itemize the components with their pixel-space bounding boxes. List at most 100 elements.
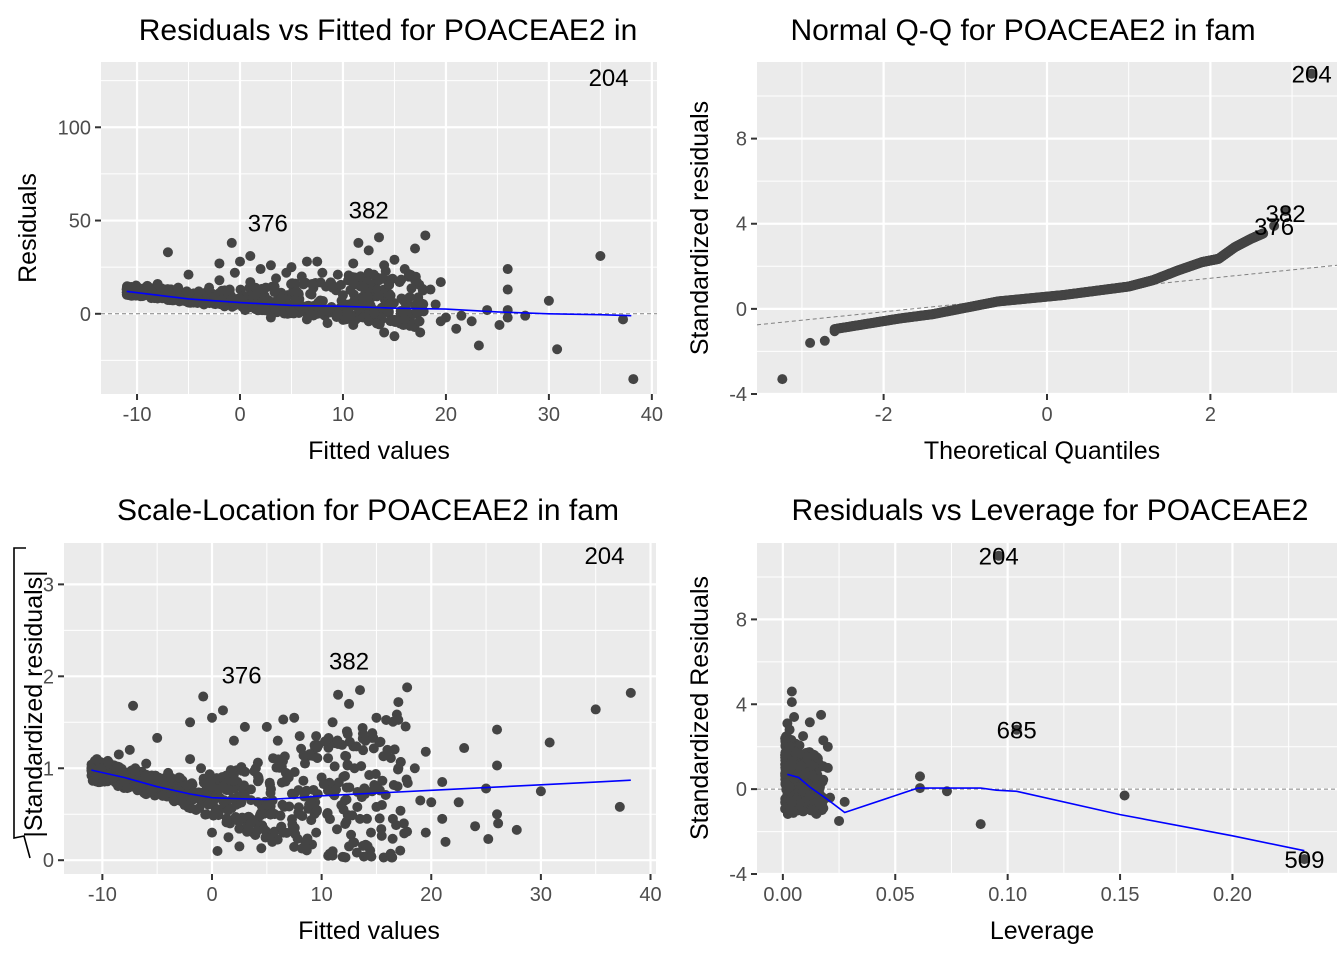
data-point [409, 763, 420, 774]
data-point [289, 841, 300, 852]
data-point [366, 851, 377, 862]
data-point [296, 271, 307, 282]
data-point [338, 771, 349, 782]
data-point [287, 821, 298, 832]
x-tick-label: 30 [530, 884, 552, 906]
data-point [415, 327, 426, 338]
plot-title: Residuals vs Leverage for POACEAE2 [792, 494, 1309, 527]
data-point [287, 278, 298, 289]
data-point [271, 273, 282, 284]
data-point [352, 786, 363, 797]
data-point [229, 267, 240, 278]
data-point [430, 299, 441, 310]
data-point [404, 292, 415, 303]
point-label: 685 [997, 718, 1037, 745]
data-point [144, 774, 155, 785]
data-point [391, 316, 402, 327]
x-tick-label: 0.05 [876, 884, 915, 906]
data-point [389, 744, 400, 755]
data-point [135, 781, 146, 792]
point-label: 509 [1284, 847, 1324, 874]
smooth-line [126, 290, 632, 317]
x-axis-title: Theoretical Quantiles [924, 437, 1160, 465]
x-tick-label: 20 [420, 884, 442, 906]
plot-area [64, 543, 656, 874]
data-point [804, 717, 815, 728]
data-point [146, 786, 157, 797]
data-point [795, 760, 806, 771]
data-point [1299, 854, 1310, 865]
data-point [786, 697, 797, 708]
data-point [385, 753, 396, 764]
data-point [86, 763, 97, 774]
data-point [265, 260, 276, 271]
smooth-line [91, 769, 631, 801]
data-point [376, 800, 387, 811]
data-point [112, 761, 123, 772]
data-point [228, 735, 239, 746]
data-point [782, 765, 793, 776]
data-point [784, 782, 795, 793]
data-point [839, 796, 850, 807]
data-point [365, 827, 376, 838]
data-point [798, 806, 809, 817]
x-tick-label: 0 [206, 884, 217, 906]
panel-background [101, 62, 657, 394]
data-point [245, 250, 256, 261]
data-point [358, 282, 369, 293]
data-point [415, 297, 426, 308]
data-point [240, 305, 251, 316]
data-point [315, 277, 326, 288]
x-tick-label: 20 [435, 404, 457, 426]
point-label: 382 [329, 649, 369, 676]
data-point [353, 237, 364, 248]
data-point [322, 809, 333, 820]
data-point [401, 774, 412, 785]
data-point [437, 777, 448, 788]
data-point [1280, 205, 1291, 216]
data-point [212, 846, 223, 857]
y-tick-label: -4 [729, 384, 747, 406]
data-point [379, 260, 390, 271]
data-point [381, 714, 392, 725]
y-tick-label: 3 [43, 574, 54, 596]
x-axis-title: Leverage [990, 917, 1094, 945]
y-tick-label: 4 [736, 214, 747, 236]
data-point [245, 818, 256, 829]
data-point [168, 795, 179, 806]
y-tick-label: 0 [736, 779, 747, 801]
data-point [179, 800, 190, 811]
data-point [344, 698, 355, 709]
data-point [420, 230, 431, 241]
data-point [332, 735, 343, 746]
data-point [369, 780, 380, 791]
data-point [456, 310, 467, 321]
data-point [410, 243, 421, 254]
data-point [276, 293, 287, 304]
data-point [399, 264, 410, 275]
data-point [375, 736, 386, 747]
data-point [214, 258, 225, 269]
data-point [791, 748, 802, 759]
point-label: 204 [1292, 62, 1332, 89]
data-point [250, 763, 261, 774]
point-label: 376 [248, 210, 288, 237]
data-point [389, 331, 400, 342]
data-point [278, 827, 289, 838]
data-point [322, 318, 333, 329]
data-point [277, 799, 288, 810]
point-label: 204 [584, 543, 624, 570]
data-point [1011, 724, 1022, 735]
data-point [335, 279, 346, 290]
data-point [346, 829, 357, 840]
data-point [198, 691, 209, 702]
data-point [255, 303, 266, 314]
data-point [291, 286, 302, 297]
data-point [254, 810, 265, 821]
data-point [402, 682, 413, 693]
data-point [625, 687, 636, 698]
data-point [410, 275, 421, 286]
data-point [395, 845, 406, 856]
data-point [142, 280, 153, 291]
